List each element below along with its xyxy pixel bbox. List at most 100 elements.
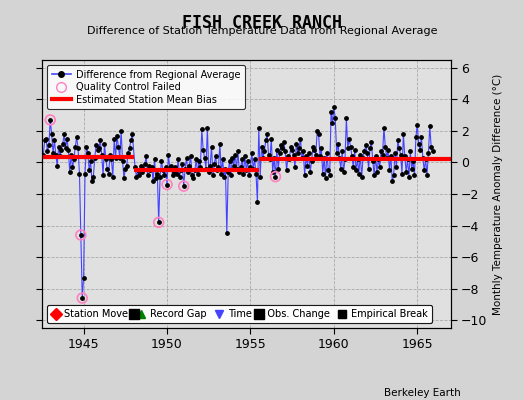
Point xyxy=(155,219,163,226)
Point xyxy=(334,140,342,147)
Point xyxy=(259,154,267,161)
Point xyxy=(414,140,423,147)
Point xyxy=(216,140,224,147)
Point xyxy=(413,122,421,128)
Point xyxy=(396,151,405,158)
Point xyxy=(261,137,270,144)
Point xyxy=(376,164,384,170)
Point xyxy=(144,172,152,178)
Point xyxy=(280,139,288,145)
Point xyxy=(323,150,331,156)
Point xyxy=(66,169,74,175)
Point xyxy=(48,131,56,137)
Point xyxy=(340,169,348,175)
Point xyxy=(402,169,410,175)
Point xyxy=(88,178,96,184)
Point xyxy=(331,115,340,122)
Point xyxy=(150,156,159,162)
Point xyxy=(398,170,406,177)
Point xyxy=(53,162,61,169)
Point xyxy=(380,124,388,131)
Point xyxy=(145,162,153,169)
Point xyxy=(46,117,54,123)
Point xyxy=(89,174,97,180)
Point xyxy=(152,175,160,182)
Point xyxy=(91,154,99,161)
Point xyxy=(64,147,72,153)
Point xyxy=(277,142,285,148)
Point xyxy=(248,150,256,156)
Point xyxy=(106,151,114,158)
Point xyxy=(168,172,177,178)
Point xyxy=(199,147,208,153)
Point xyxy=(209,172,217,178)
Point xyxy=(377,148,385,155)
Point xyxy=(412,134,420,140)
Point xyxy=(421,156,430,162)
Point xyxy=(123,162,131,169)
Point xyxy=(95,145,103,152)
Point xyxy=(112,154,120,161)
Point xyxy=(399,131,408,137)
Point xyxy=(348,153,356,159)
Point xyxy=(267,136,276,142)
Legend: Station Move, Record Gap, Time of Obs. Change, Empirical Break: Station Move, Record Gap, Time of Obs. C… xyxy=(47,305,432,323)
Point xyxy=(289,151,298,158)
Point xyxy=(170,169,178,175)
Point xyxy=(278,145,287,152)
Text: Berkeley Earth: Berkeley Earth xyxy=(385,388,461,398)
Point xyxy=(74,145,82,152)
Point xyxy=(203,124,212,131)
Point xyxy=(110,136,118,142)
Point xyxy=(387,153,395,159)
Point xyxy=(78,295,86,301)
Point xyxy=(263,131,271,137)
Point xyxy=(102,156,110,162)
Point xyxy=(373,169,381,175)
Point xyxy=(70,156,78,162)
Point xyxy=(184,169,192,175)
Point xyxy=(180,183,188,189)
Point xyxy=(341,156,349,162)
Point xyxy=(176,174,184,180)
Point xyxy=(420,167,429,174)
Point xyxy=(309,144,317,150)
Point xyxy=(210,161,219,167)
Point xyxy=(250,156,259,162)
Point xyxy=(242,167,250,174)
Point xyxy=(140,161,149,167)
Point xyxy=(120,175,128,182)
Point xyxy=(135,172,144,178)
Point xyxy=(403,156,412,162)
Point xyxy=(77,232,85,238)
Point xyxy=(372,153,380,159)
Point xyxy=(138,169,146,175)
Point xyxy=(374,156,383,162)
Point xyxy=(257,144,266,150)
Point xyxy=(298,154,306,161)
Point xyxy=(424,150,433,156)
Point xyxy=(405,174,413,180)
Point xyxy=(336,166,345,172)
Point xyxy=(178,161,187,167)
Point xyxy=(136,162,145,169)
Point xyxy=(266,156,274,162)
Point xyxy=(193,170,202,177)
Point xyxy=(308,158,316,164)
Point xyxy=(219,156,227,162)
Point xyxy=(389,172,398,178)
Point xyxy=(159,167,167,174)
Point xyxy=(223,230,231,237)
Point xyxy=(204,169,213,175)
Point xyxy=(271,174,280,180)
Point xyxy=(196,164,204,170)
Point xyxy=(245,172,253,178)
Point xyxy=(253,199,261,205)
Point xyxy=(92,142,100,148)
Point xyxy=(230,162,238,169)
Point xyxy=(134,167,142,174)
Point xyxy=(60,131,68,137)
Point xyxy=(42,136,50,142)
Point xyxy=(288,147,297,153)
Point xyxy=(208,144,216,150)
